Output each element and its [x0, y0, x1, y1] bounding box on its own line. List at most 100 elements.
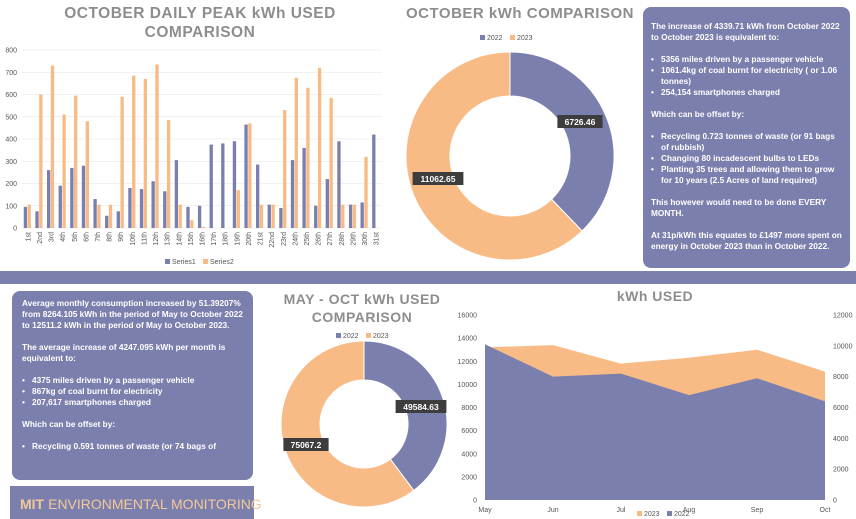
x-tick-label: Oct	[820, 507, 831, 514]
bar	[348, 204, 353, 228]
bar	[372, 134, 376, 228]
legend-label: 2023	[517, 35, 533, 42]
y-right-tick-label: 2000	[833, 467, 849, 474]
legend-swatch	[336, 333, 341, 338]
y-right-tick-label: 6000	[833, 405, 849, 412]
list-item: 1061.4kg of coal burnt for electricity (…	[651, 65, 842, 87]
bar	[341, 204, 345, 228]
x-tick-label: May	[478, 507, 492, 514]
donut-slice	[509, 51, 615, 232]
data-label-box	[283, 438, 329, 451]
bar	[325, 179, 330, 228]
y-left-tick-label: 16000	[458, 313, 478, 320]
chart3-title: MAY - OCT kWh USED COMPARISON	[262, 290, 462, 326]
bar	[62, 114, 66, 228]
bar	[190, 220, 194, 228]
x-tick-label: 12th	[153, 232, 160, 246]
x-tick-label: 5th	[72, 232, 79, 242]
bar	[248, 123, 252, 228]
list-item: 4375 miles driven by a passenger vehicle	[22, 375, 243, 386]
donut-slice	[363, 340, 448, 492]
x-tick-label: 17th	[211, 232, 218, 246]
bar	[70, 167, 74, 228]
panel-top-cost: At 31p/kWh this equates to £1497 more sp…	[651, 230, 842, 251]
kwh-used-area-chart: 0 2000 4000 6000 8000 10000 12000 14000 16000 0 20…	[458, 313, 853, 519]
y-tick-label: 200	[5, 181, 17, 188]
x-tick-label: Aug	[683, 507, 696, 514]
bar	[267, 204, 271, 228]
daily-peak-bar-chart: 0 100 200 300 400 500 600 700 800 1st 2nd 3rd 4th 5th…	[5, 48, 382, 266]
y-right-tick-label: 0	[833, 498, 837, 505]
x-tick-label: 25th	[304, 232, 311, 246]
y-tick-label: 500	[5, 114, 17, 121]
list-item: Changing 80 incadescent bulbs to LEDs	[651, 153, 842, 164]
y-left-tick-label: 12000	[458, 359, 478, 366]
panel-bottom-avg: The average increase of 4247.095 kWh per…	[22, 342, 226, 363]
bar	[120, 96, 124, 228]
legend-label: 2023	[373, 333, 389, 340]
bar	[364, 156, 368, 228]
x-tick-label: 29th	[350, 232, 357, 246]
bar	[352, 204, 357, 228]
x-tick-label: 23rd	[281, 232, 288, 246]
chart3-title-line2: COMPARISON	[311, 309, 413, 325]
data-label-box	[412, 172, 464, 185]
section-divider	[0, 271, 856, 284]
y-left-tick-label: 6000	[461, 428, 477, 435]
bar	[23, 206, 28, 228]
legend-label: 2022	[487, 35, 503, 42]
y-tick-label: 800	[5, 48, 17, 55]
bar	[197, 205, 202, 228]
bar	[317, 67, 322, 228]
x-tick-label: 26th	[316, 232, 323, 246]
x-tick-label: 22nd	[269, 232, 276, 248]
x-tick-label: Jul	[617, 507, 626, 514]
bar	[236, 190, 240, 228]
brand-rest: ENVIRONMENTAL MONITORING	[48, 496, 262, 512]
bar	[116, 211, 120, 228]
bar	[209, 144, 213, 228]
list-item: Planting 35 trees and allowing them to g…	[651, 164, 842, 186]
x-tick-label: 18th	[223, 232, 230, 246]
x-tick-label: 13th	[165, 232, 172, 246]
data-label: 6726.46	[565, 117, 596, 127]
bar	[290, 160, 295, 228]
panel-bottom-intro: Average monthly consumption increased by…	[22, 298, 243, 330]
area-series	[485, 344, 825, 500]
bar	[232, 141, 237, 228]
x-tick-label: 19th	[234, 232, 241, 246]
panel-bottom-equivalents: 4375 miles driven by a passenger vehicle…	[22, 375, 243, 408]
bar	[132, 75, 136, 229]
data-label-box	[395, 400, 447, 413]
bar	[271, 204, 275, 228]
bar	[201, 226, 206, 228]
bar	[302, 147, 306, 228]
bar	[85, 121, 89, 228]
x-tick-label: 7th	[95, 232, 102, 242]
panel-top-intro: The increase of 4339.71 kWh from October…	[651, 21, 840, 42]
chart3-title-line1: MAY - OCT kWh USED	[283, 291, 441, 307]
list-item: Recycling 0.723 tonnes of waste (or 91 b…	[651, 131, 842, 153]
bar	[329, 97, 333, 229]
bar	[244, 124, 248, 228]
bar	[35, 211, 39, 228]
bar	[256, 164, 260, 228]
x-tick-label: 21st	[258, 232, 265, 245]
legend-swatch	[667, 511, 672, 516]
data-label: 75067.2	[291, 440, 322, 450]
bar	[151, 181, 155, 228]
list-item: 867kg of coal burnt for electricity	[22, 386, 243, 397]
legend-swatch	[366, 333, 371, 338]
y-left-tick-label: 10000	[458, 382, 478, 389]
bar	[314, 205, 318, 228]
y-tick-label: 700	[5, 70, 17, 77]
legend-swatch	[203, 259, 208, 264]
x-tick-label: 31st	[374, 232, 381, 245]
x-tick-label: 6th	[83, 232, 90, 242]
donut-slice	[280, 340, 415, 508]
x-tick-label: 20th	[246, 232, 253, 246]
y-left-tick-label: 14000	[458, 336, 478, 343]
bar	[306, 87, 310, 228]
panel-top-equivalents: 5356 miles driven by a passenger vehicle…	[651, 54, 842, 98]
